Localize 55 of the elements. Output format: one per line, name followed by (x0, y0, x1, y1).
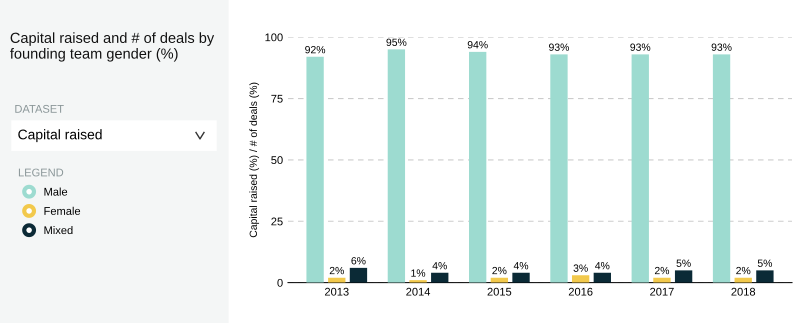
bar (653, 278, 671, 283)
data-label: 4% (595, 262, 610, 270)
data-label: 94% (468, 41, 488, 48)
data-label: 93% (549, 44, 570, 51)
data-label: 5% (676, 260, 691, 267)
x-tick-label: 2015 (488, 288, 512, 296)
bar (632, 54, 649, 283)
bar (431, 272, 448, 283)
y-tick-label: 25 (271, 218, 283, 226)
legend-label: Female (44, 206, 80, 215)
bar (712, 54, 730, 283)
text: Capital raised and # of deals by founding team gender (%) (10, 32, 214, 62)
bar (388, 49, 406, 283)
x-tick-label: 2016 (568, 288, 593, 296)
text: Capital raised (18, 129, 102, 142)
bar (572, 275, 590, 283)
data-label: 4% (432, 262, 447, 270)
y-tick-label: 0 (277, 278, 283, 287)
bar (328, 278, 346, 283)
bar (306, 56, 324, 283)
bar (734, 278, 752, 283)
data-label: 2% (492, 266, 507, 274)
x-tick-label: 2018 (731, 288, 756, 296)
bar (674, 270, 692, 283)
y-tick-label: 100 (265, 33, 283, 42)
bar (409, 280, 427, 283)
bar (350, 268, 368, 283)
legend-label: Male (44, 188, 68, 196)
legend-title: LEGEND (18, 168, 64, 176)
y-tick-label: 50 (271, 156, 283, 164)
bar (594, 272, 611, 283)
data-label: 92% (305, 46, 326, 54)
bar (756, 270, 774, 283)
data-label: 2% (654, 266, 670, 274)
data-label: 95% (386, 38, 406, 46)
data-label: 4% (514, 262, 528, 270)
y-tick-label: 75 (271, 94, 283, 103)
legend-label: Mixed (44, 226, 72, 234)
data-label: 1% (411, 269, 426, 277)
x-tick-label: 2013 (324, 288, 349, 296)
bar (490, 278, 508, 283)
data-label: 3% (574, 264, 588, 272)
x-tick-label: 2014 (406, 288, 430, 296)
data-label: 93% (712, 44, 732, 51)
x-tick-label: 2017 (650, 288, 674, 296)
bar (512, 272, 530, 283)
y-axis-title: Capital raised (%) / # of deals (%) (249, 82, 260, 238)
data-label: 5% (758, 260, 772, 267)
data-label: 2% (736, 266, 750, 274)
bar (469, 52, 486, 283)
bar (550, 54, 568, 283)
data-label: 93% (630, 44, 650, 51)
data-label: 6% (351, 257, 366, 264)
data-label: 2% (330, 266, 344, 274)
text: DATASET (15, 104, 64, 113)
